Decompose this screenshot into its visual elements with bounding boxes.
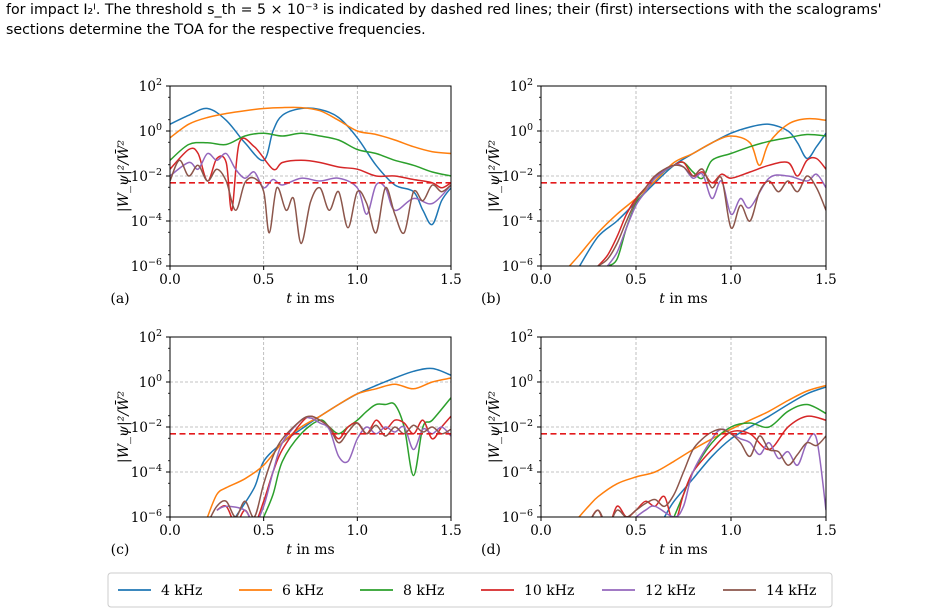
- y-tick-label: 10−6: [131, 257, 162, 275]
- x-tick-label: 0.0: [530, 272, 551, 288]
- legend-item-8-khz: 8 kHz: [360, 583, 444, 599]
- y-tick-label: 10−2: [131, 418, 162, 436]
- y-tick-label: 100: [510, 373, 533, 391]
- panel-label: (c): [111, 542, 130, 558]
- series-line-8-khz: [607, 133, 826, 266]
- series-line-4-khz: [234, 367, 451, 517]
- figure-caption: for impact I₂ᴵ. The threshold s_th = 5 ×…: [6, 0, 942, 40]
- y-tick-label: 10−2: [131, 167, 162, 185]
- series-line-14-khz: [591, 428, 826, 517]
- series-line-6-khz: [578, 384, 826, 517]
- panel-label: (a): [110, 291, 129, 307]
- chart-panel-b: 0.0 0.5 1.0 1.5 102 100 10−2 10−4 10−6 t in ms |W_…: [481, 77, 837, 307]
- x-axis-label: t in ms: [659, 291, 708, 307]
- y-tick-label: 10−4: [502, 212, 533, 230]
- x-tick-label: 1.0: [347, 523, 368, 539]
- y-axis-label: |W_ψ|²/W̄²: [485, 140, 503, 213]
- legend-item-6-khz: 6 kHz: [239, 583, 323, 599]
- caption-line-2: sections determine the TOA for the respe…: [6, 22, 426, 38]
- y-tick-label: 10−6: [131, 508, 162, 526]
- y-tick-label: 102: [510, 328, 533, 346]
- legend-frame: [107, 572, 833, 608]
- y-tick-label: 100: [510, 122, 533, 140]
- y-axis-label: |W_ψ|²/W̄²: [485, 391, 503, 464]
- x-tick-label: 1.5: [440, 523, 461, 539]
- legend-label: 4 kHz: [161, 583, 202, 599]
- x-axis-label: t in ms: [286, 542, 335, 558]
- series-line-12-khz: [216, 416, 451, 517]
- y-tick-label: 10−2: [502, 418, 533, 436]
- series-line-14-khz: [209, 415, 451, 517]
- y-tick-label: 10−4: [502, 463, 533, 481]
- series-line-8-khz: [263, 397, 451, 517]
- y-tick-label: 100: [139, 122, 162, 140]
- x-tick-label: 1.5: [815, 272, 836, 288]
- legend-item-12-khz: 12 kHz: [602, 583, 695, 599]
- series-line-14-khz: [170, 159, 451, 245]
- series-line-6-khz: [170, 106, 451, 155]
- series-line-8-khz: [170, 132, 451, 177]
- x-tick-label: 1.0: [720, 523, 741, 539]
- caption-line-1: for impact I₂ᴵ. The threshold s_th = 5 ×…: [6, 2, 882, 18]
- legend-item-10-khz: 10 kHz: [481, 583, 574, 599]
- panel-label: (b): [481, 291, 501, 307]
- series-line-10-khz: [597, 156, 826, 266]
- series-line-10-khz: [170, 137, 451, 212]
- y-tick-label: 102: [139, 77, 162, 95]
- y-tick-label: 100: [139, 373, 162, 391]
- legend: 4 kHz 6 kHz 8 kHz 10 kHz 12 kHz 14 kHz: [107, 572, 833, 608]
- x-tick-label: 0.0: [530, 523, 551, 539]
- y-axis-label: |W_ψ|²/W̄²: [114, 391, 132, 464]
- legend-label: 12 kHz: [645, 583, 695, 599]
- series-line-6-khz: [568, 117, 826, 266]
- y-tick-label: 10−2: [502, 167, 533, 185]
- chart-panel-c: 0.0 0.5 1.0 1.5 102 100 10−2 10−4 10−6 t in ms |W_…: [111, 328, 462, 558]
- x-tick-label: 0.0: [159, 272, 180, 288]
- y-axis-label: |W_ψ|²/W̄²: [114, 140, 132, 213]
- x-tick-label: 0.5: [625, 523, 646, 539]
- x-tick-label: 0.5: [253, 272, 274, 288]
- x-tick-label: 0.0: [159, 523, 180, 539]
- series-line-12-khz: [170, 152, 451, 215]
- legend-label: 6 kHz: [282, 583, 323, 599]
- legend-label: 14 kHz: [766, 583, 816, 599]
- chart-panel-d: 0.0 0.5 1.0 1.5 102 100 10−2 10−4 10−6 t in ms |W_…: [481, 328, 837, 558]
- x-tick-label: 1.5: [815, 523, 836, 539]
- x-tick-label: 1.0: [347, 272, 368, 288]
- x-tick-label: 1.5: [440, 272, 461, 288]
- x-tick-label: 0.5: [625, 272, 646, 288]
- series-line-12-khz: [606, 163, 826, 266]
- series-line-14-khz: [597, 164, 826, 266]
- x-tick-label: 1.0: [720, 272, 741, 288]
- legend-label: 10 kHz: [524, 583, 574, 599]
- y-tick-label: 10−4: [131, 463, 162, 481]
- panel-label: (d): [481, 542, 501, 558]
- series-line-6-khz: [206, 377, 451, 517]
- y-tick-label: 10−4: [131, 212, 162, 230]
- series-line-8-khz: [673, 403, 826, 517]
- y-tick-label: 10−6: [502, 257, 533, 275]
- legend-item-4-khz: 4 kHz: [118, 583, 202, 599]
- y-tick-label: 102: [139, 328, 162, 346]
- x-axis-label: t in ms: [659, 542, 708, 558]
- legend-item-14-khz: 14 kHz: [723, 583, 816, 599]
- y-tick-label: 102: [510, 77, 533, 95]
- x-axis-label: t in ms: [286, 291, 335, 307]
- chart-panel-a: 0.0 0.5 1.0 1.5 102 100 10−2 10−4 10−6 t in ms |W_…: [110, 77, 461, 307]
- x-tick-label: 0.5: [253, 523, 274, 539]
- y-tick-label: 10−6: [502, 508, 533, 526]
- legend-label: 8 kHz: [403, 583, 444, 599]
- series-line-4-khz: [170, 107, 451, 226]
- series-line-4-khz: [663, 386, 826, 517]
